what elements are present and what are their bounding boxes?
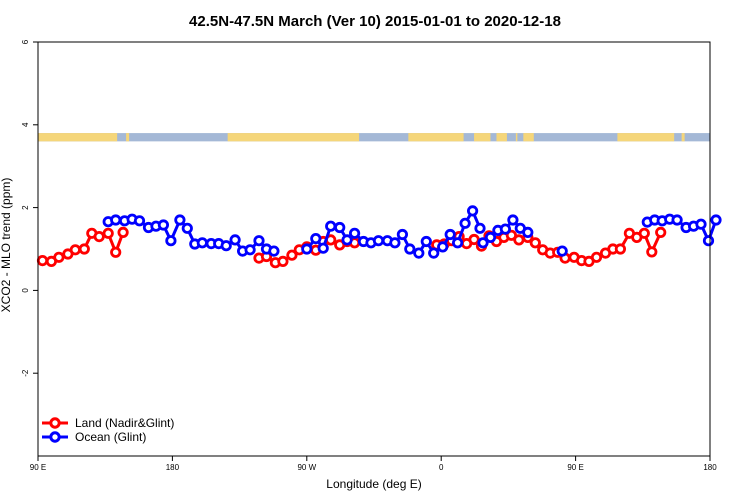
data-point-land: [110, 246, 122, 258]
data-point-ocean: [404, 243, 416, 255]
data-point-ocean: [310, 233, 322, 245]
chart-title: 42.5N-47.5N March (Ver 10) 2015-01-01 to…: [189, 13, 561, 30]
axes-layer: -2 0 2 4 6 90 E 180 90 W 0 90 E 180: [21, 39, 717, 472]
data-point-ocean: [301, 243, 313, 255]
legend-label-ocean: Ocean (Glint): [75, 430, 146, 444]
data-point-ocean: [348, 227, 361, 239]
data-point-ocean: [466, 205, 479, 217]
data-point-ocean: [133, 215, 146, 227]
data-point-ocean: [413, 247, 425, 259]
y-axis-label: XCO2 - MLO trend (ppm): [0, 178, 13, 313]
data-point-land: [638, 227, 650, 239]
legend: Land (Nadir&Glint) Ocean (Glint): [42, 416, 174, 444]
x-axis-label: Longitude (deg E): [326, 477, 421, 491]
data-point-ocean: [428, 247, 440, 259]
land-band-segment: [617, 133, 675, 142]
data-point-ocean: [253, 235, 265, 247]
legend-swatch-land-marker: [49, 417, 61, 429]
data-point-ocean: [671, 214, 683, 226]
series-layer: [36, 205, 722, 269]
data-point-land: [78, 243, 90, 255]
x-tick-label: 90 W: [297, 463, 316, 472]
legend-entry-land: Land (Nadir&Glint): [42, 416, 174, 430]
data-point-land: [513, 234, 525, 246]
data-point-land: [529, 237, 541, 249]
data-point-ocean: [396, 228, 408, 241]
data-point-ocean: [444, 228, 456, 241]
y-tick-label: -2: [21, 369, 30, 377]
data-point-ocean: [165, 235, 177, 247]
y-tick-label: 4: [21, 122, 30, 127]
data-point-ocean: [477, 237, 489, 249]
data-point-ocean: [268, 245, 280, 257]
land-ocean-mask-band: [38, 133, 710, 142]
legend-entry-ocean: Ocean (Glint): [42, 430, 146, 444]
x-tick-label: 180: [166, 463, 180, 472]
data-point-land: [468, 233, 480, 246]
land-band-segment: [38, 133, 118, 142]
x-tick-label: 0: [439, 463, 444, 472]
data-point-land: [590, 251, 603, 263]
data-point-land: [286, 249, 298, 261]
data-point-land: [646, 246, 658, 258]
ocean-band: [38, 133, 710, 142]
land-band-segment: [523, 133, 534, 142]
data-point-land: [36, 254, 49, 267]
data-point-ocean: [702, 235, 715, 247]
x-tick-label: 180: [703, 463, 717, 472]
data-point-ocean: [420, 235, 432, 248]
data-point-land: [614, 243, 627, 255]
y-tick-label: 0: [21, 288, 30, 293]
y-tick-label: 2: [21, 205, 30, 210]
data-point-ocean: [110, 214, 122, 226]
data-point-ocean: [341, 234, 353, 246]
land-band-segment: [227, 133, 360, 142]
data-point-ocean: [157, 219, 169, 231]
data-point-ocean: [507, 214, 519, 226]
data-point-ocean: [710, 214, 722, 226]
data-point-land: [93, 231, 105, 243]
data-point-ocean: [484, 231, 497, 243]
data-point-ocean: [174, 214, 186, 226]
y-tick-label: 6: [21, 39, 30, 44]
data-point-land: [53, 251, 65, 263]
data-point-ocean: [181, 222, 193, 234]
land-band-segment: [126, 133, 130, 142]
data-point-ocean: [499, 223, 511, 235]
x-tick-label: 90 E: [567, 463, 583, 472]
data-point-ocean: [325, 220, 337, 232]
data-point-ocean: [437, 241, 449, 253]
data-point-ocean: [695, 218, 707, 230]
data-point-ocean: [317, 242, 329, 254]
data-point-land: [655, 226, 667, 238]
data-point-ocean: [474, 222, 486, 234]
legend-label-land: Land (Nadir&Glint): [75, 416, 174, 430]
x-tick-label: 90 E: [30, 463, 46, 472]
data-point-land: [277, 255, 289, 267]
data-point-ocean: [522, 226, 534, 238]
data-point-land: [102, 227, 114, 239]
data-point-ocean: [389, 237, 401, 249]
data-point-ocean: [372, 235, 385, 247]
series-ocean: [102, 205, 722, 259]
data-point-ocean: [334, 221, 346, 234]
data-point-ocean: [229, 234, 241, 246]
data-point-ocean: [459, 217, 471, 229]
data-point-land: [505, 229, 517, 241]
plot-frame: [37, 41, 711, 457]
land-band-segment: [408, 133, 464, 142]
land-band-segment: [515, 133, 518, 142]
legend-swatch-ocean-marker: [49, 431, 61, 443]
land-band-segment: [496, 133, 507, 142]
data-point-ocean: [196, 237, 208, 249]
data-point-ocean: [451, 237, 464, 249]
data-point-ocean: [244, 244, 256, 256]
land-band-segment: [474, 133, 491, 142]
land-band-segment: [681, 133, 685, 142]
data-point-ocean: [556, 245, 568, 257]
data-point-land: [117, 226, 129, 238]
data-point-land: [69, 244, 81, 256]
data-point-ocean: [220, 240, 232, 252]
